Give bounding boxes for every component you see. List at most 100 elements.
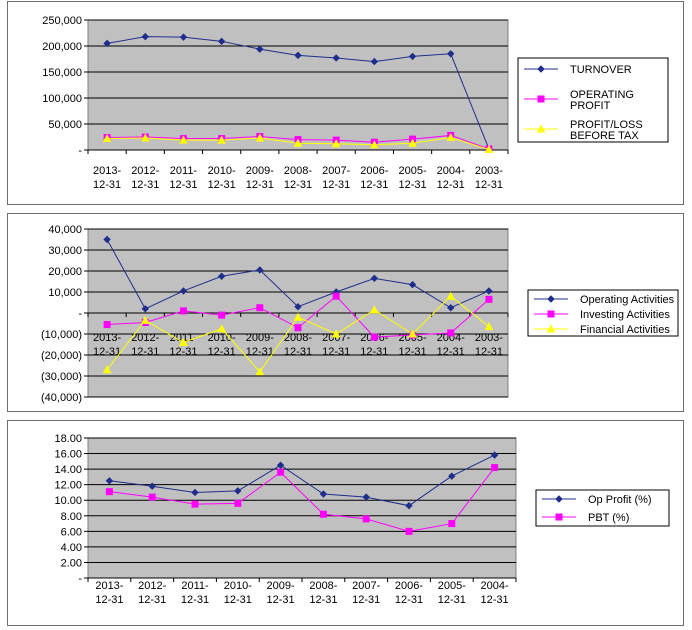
x-tick-label: 2007-12-31 — [322, 332, 350, 358]
series-0-point-5 — [294, 302, 302, 311]
series-2-point-1 — [140, 315, 150, 324]
turnover-chart-panel: - 50,000 100,000 150,000 200,000 250,000 2013-… — [7, 1, 684, 205]
y-tick-label: 4.00 — [61, 542, 82, 554]
series-0-point-7 — [370, 274, 379, 283]
y-tick-label: 200,000 — [42, 41, 82, 53]
x-tick-label: 2008-12-31 — [284, 332, 312, 358]
y-tick-label: 10,000 — [48, 287, 82, 299]
legend-swatch-marker — [547, 295, 555, 303]
series-0-point-9 — [447, 50, 455, 58]
series-2-point-9 — [446, 291, 456, 300]
y-tick-label: 100,000 — [42, 93, 82, 105]
series-1-point-9 — [447, 329, 455, 337]
x-tick-label: 2009-12-31 — [246, 332, 274, 358]
y-tick-label: 10.00 — [54, 495, 82, 507]
series-0-point-1 — [141, 305, 149, 313]
x-tick-label: 2005-12-31 — [398, 165, 426, 191]
x-tick-label: 2008-12-31 — [309, 580, 337, 606]
series-2-point-8 — [408, 329, 417, 338]
y-tick-label: - — [78, 145, 82, 157]
legend-label-0: Operating Activities — [580, 294, 675, 306]
x-tick-label: 2013-12-31 — [95, 580, 123, 606]
series-0-point-2 — [179, 33, 188, 41]
legend-label-0: Op Profit (%) — [588, 494, 652, 506]
series-2-point-7 — [370, 305, 379, 314]
series-1-point-3 — [234, 499, 242, 507]
series-0-point-3 — [217, 272, 226, 280]
series-2-point-5 — [293, 312, 303, 321]
series-0-point-8 — [448, 472, 456, 480]
y-tick-label: (20,000) — [41, 350, 82, 362]
series-2-point-10 — [484, 322, 494, 331]
series-0-point-6 — [332, 54, 340, 62]
series-1-point-6 — [332, 292, 340, 300]
series-2-point-0 — [102, 134, 112, 143]
y-tick-label: 2.00 — [61, 557, 82, 569]
y-tick-label: 250,000 — [42, 15, 82, 27]
series-2-point-0 — [102, 365, 112, 374]
series-2-point-8 — [408, 138, 417, 147]
series-0-point-6 — [362, 493, 370, 501]
series-1-point-4 — [277, 468, 285, 476]
y-tick-label: 40,000 — [48, 224, 82, 236]
series-1-point-6 — [362, 515, 370, 523]
legend-label-2: Financial Activities — [580, 324, 670, 336]
x-tick-label: 2005-12-31 — [438, 580, 466, 606]
legend-swatch-marker — [555, 495, 563, 503]
series-2-point-4 — [255, 133, 265, 142]
series-2-point-1 — [140, 133, 150, 142]
series-1-point-4 — [256, 304, 264, 312]
series-0-point-2 — [191, 488, 199, 497]
series-0-point-1 — [141, 32, 149, 41]
y-tick-label: 14.00 — [54, 464, 82, 476]
legend-label-0: TURNOVER — [570, 64, 632, 76]
series-0-point-2 — [179, 287, 188, 295]
x-tick-label: 2009-12-31 — [246, 165, 274, 191]
legend-label-2: PROFIT/LOSS BEFORE TAX — [570, 119, 643, 142]
series-0-point-5 — [319, 490, 328, 498]
series-1-point-0 — [103, 321, 111, 329]
legend-swatch-marker — [537, 95, 545, 103]
series-0-point-3 — [217, 37, 226, 46]
series-2-point-2 — [179, 135, 188, 144]
series-2-point-6 — [331, 139, 341, 148]
series-1-point-3 — [218, 311, 226, 319]
series-2-point-3 — [217, 135, 226, 144]
series-0-point-1 — [148, 482, 156, 490]
series-0-point-5 — [294, 51, 302, 60]
x-tick-label: 2006-12-31 — [395, 580, 423, 606]
x-tick-label: 2011-12-31 — [169, 165, 197, 191]
cash-flow-chart-panel: (40,000) (30,000) (20,000) (10,000) - 10,000 2… — [7, 213, 684, 412]
x-tick-label: 2011-12-31 — [181, 580, 209, 606]
x-tick-label: 2011-12-31 — [169, 332, 197, 358]
turnover-chart: - 50,000 100,000 150,000 200,000 250,000 2013-… — [42, 15, 669, 191]
x-tick-label: 2010-12-31 — [224, 580, 252, 606]
x-tick-label: 2009-12-31 — [267, 580, 295, 606]
series-line-0 — [109, 454, 495, 507]
series-1-point-7 — [405, 527, 413, 535]
y-tick-label: 30,000 — [48, 245, 82, 257]
x-tick-label: 2003-12-31 — [475, 165, 503, 191]
x-tick-label: 2012-12-31 — [138, 580, 166, 606]
y-tick-label: - — [78, 308, 82, 320]
series-1-point-2 — [179, 307, 187, 315]
x-tick-label: 2004-12-31 — [437, 332, 465, 358]
series-1-point-1 — [148, 493, 156, 501]
series-1-point-5 — [294, 324, 302, 332]
series-line-1 — [109, 467, 495, 532]
series-2-point-4 — [255, 367, 265, 376]
series-2-point-10 — [484, 144, 494, 153]
series-0-point-8 — [408, 52, 417, 61]
y-tick-label: 150,000 — [42, 67, 82, 79]
series-1-point-0 — [105, 488, 113, 496]
series-2-point-3 — [217, 324, 226, 333]
plot-area — [87, 19, 509, 151]
series-1-point-7 — [370, 333, 378, 341]
x-tick-label: 2010-12-31 — [208, 165, 236, 191]
series-0-point-0 — [105, 477, 114, 485]
x-tick-label: 2010-12-31 — [208, 332, 236, 358]
series-0-point-4 — [276, 461, 285, 469]
series-2-point-7 — [370, 140, 379, 149]
legend-label-1: OPERATING PROFIT — [570, 89, 634, 112]
x-tick-label: 2007-12-31 — [322, 165, 350, 191]
